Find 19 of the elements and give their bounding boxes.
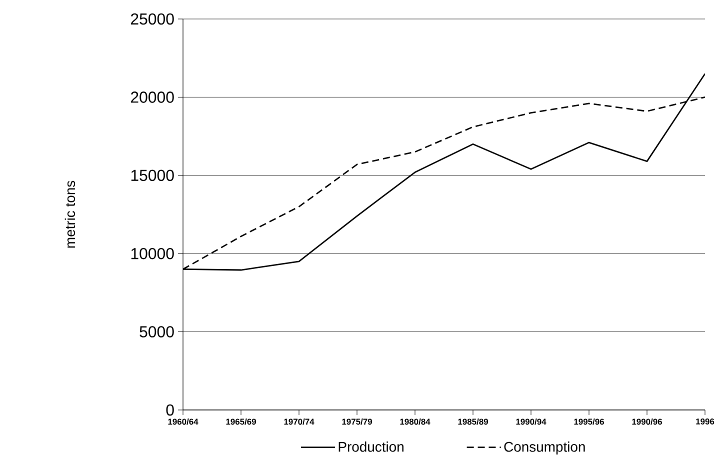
x-tick-label: 1985/89 (458, 418, 488, 425)
x-tick-label: 1980/84 (400, 418, 430, 425)
x-tick-label: 1975/79 (342, 418, 372, 425)
y-tick-label: 15000 (131, 170, 174, 182)
x-tick-label: 1970/74 (284, 418, 314, 425)
x-tick-label: 1960/64 (168, 418, 198, 425)
y-tick-label: 5000 (140, 326, 174, 338)
y-axis-title: metric tons (64, 180, 76, 248)
x-tick-label: 1990/96 (632, 418, 662, 425)
y-tick-label: 10000 (131, 248, 174, 260)
x-tick-label: 1995/96 (574, 418, 604, 425)
y-tick-label: 25000 (130, 13, 174, 25)
x-tick-label: 1996 (696, 418, 714, 424)
y-tick-label: 0 (166, 404, 174, 416)
legend-label: Consumption (504, 442, 585, 455)
y-tick-label: 20000 (130, 92, 174, 103)
x-tick-label: 1990/94 (516, 418, 546, 425)
legend-label: Production (338, 442, 404, 452)
x-tick-label: 1965/69 (226, 418, 256, 425)
